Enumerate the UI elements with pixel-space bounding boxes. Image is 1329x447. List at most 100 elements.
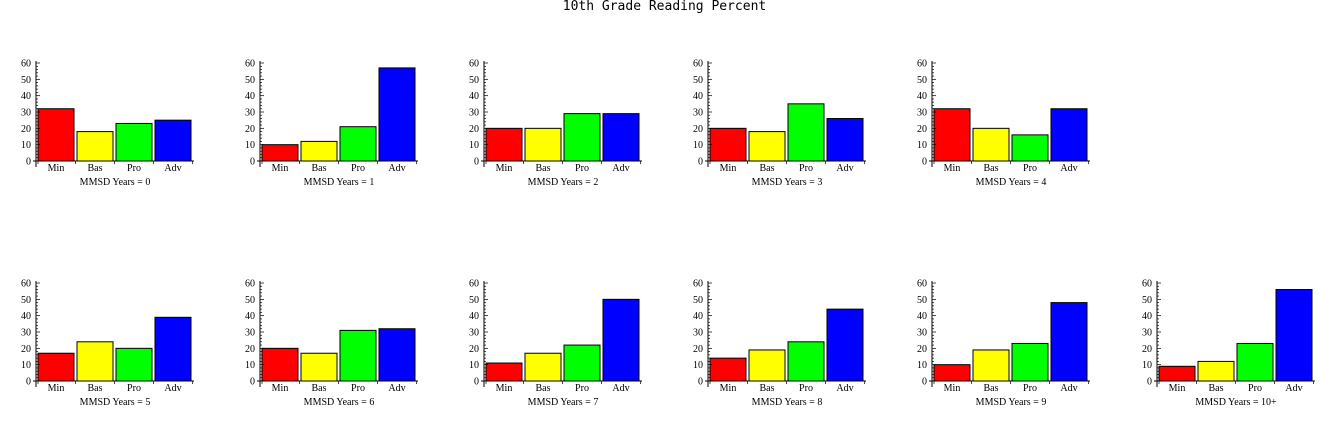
bar-adv (154, 316, 192, 382)
chart-panel-2: Min Bas Pro Adv 0 10 20 30 40 50 60 MMSD Years = 2 (469, 59, 642, 188)
category-label: Pro (799, 163, 813, 174)
category-label: Pro (351, 163, 365, 174)
category-label: Min (48, 163, 65, 174)
y-tick-label: 50 (917, 295, 927, 306)
category-label: Pro (575, 163, 589, 174)
bar-min (261, 347, 299, 382)
y-tick-label: 50 (469, 75, 479, 86)
chart-panel-5: Min Bas Pro Adv 0 10 20 30 40 50 60 MMSD Years = 5 (21, 279, 194, 408)
y-tick-label: 50 (245, 295, 255, 306)
bar-adv (826, 308, 864, 382)
x-axis-label: MMSD Years = 2 (528, 177, 599, 188)
y-tick-label: 10 (21, 360, 31, 371)
category-label: Adv (164, 383, 181, 394)
category-label: Min (720, 383, 737, 394)
category-label: Adv (164, 163, 181, 174)
y-tick-label: 0 (26, 377, 31, 388)
y-tick-label: 0 (698, 377, 703, 388)
bar-min (1158, 365, 1196, 382)
category-label: Bas (312, 383, 327, 394)
x-axis-label: MMSD Years = 6 (304, 397, 375, 408)
chart-panel-7: Min Bas Pro Adv 0 10 20 30 40 50 60 MMSD Years = 7 (469, 279, 642, 408)
category-label: Pro (127, 383, 141, 394)
category-label: Bas (88, 383, 103, 394)
x-axis-label: MMSD Years = 8 (752, 397, 823, 408)
y-tick-label: 20 (917, 344, 927, 355)
bar-adv (378, 67, 416, 162)
y-tick-label: 60 (917, 59, 927, 70)
bar-pro (339, 126, 377, 162)
y-tick-label: 40 (693, 91, 703, 102)
bar-adv (602, 298, 640, 382)
bar-min (37, 108, 75, 162)
y-tick-label: 40 (469, 311, 479, 322)
y-tick-label: 60 (245, 59, 255, 70)
chart-panel-0: Min Bas Pro Adv 0 10 20 30 40 50 60 MMSD Years = 0 (21, 59, 194, 188)
y-tick-label: 30 (917, 108, 927, 119)
page-title: 10th Grade Reading Percent (562, 0, 767, 14)
bar-min (709, 357, 747, 382)
bar-bas (748, 131, 786, 162)
bar-adv (602, 113, 640, 162)
y-tick-label: 0 (922, 377, 927, 388)
y-tick-label: 0 (26, 157, 31, 168)
bar-adv (1275, 289, 1313, 382)
category-label: Adv (1060, 163, 1077, 174)
chart-panel-6: Min Bas Pro Adv 0 10 20 30 40 50 60 MMSD Years = 6 (245, 279, 418, 408)
category-label: Min (48, 383, 65, 394)
y-tick-label: 40 (245, 311, 255, 322)
x-axis-label: MMSD Years = 1 (304, 177, 375, 188)
bar-min (485, 362, 523, 382)
bar-pro (1011, 342, 1049, 382)
category-label: Pro (1023, 383, 1037, 394)
bar-pro (787, 103, 825, 162)
y-tick-label: 20 (693, 344, 703, 355)
bar-pro (1236, 342, 1274, 382)
category-label: Bas (984, 163, 999, 174)
y-tick-label: 20 (469, 124, 479, 135)
category-label: Bas (760, 383, 775, 394)
category-label: Bas (536, 383, 551, 394)
y-tick-label: 20 (693, 124, 703, 135)
y-tick-label: 30 (693, 108, 703, 119)
x-axis-label: MMSD Years = 4 (976, 177, 1047, 188)
x-axis-label: MMSD Years = 0 (80, 177, 151, 188)
bar-bas (1197, 360, 1235, 382)
y-tick-label: 20 (469, 344, 479, 355)
x-axis-label: MMSD Years = 5 (80, 397, 151, 408)
bar-adv (1050, 108, 1088, 162)
category-label: Bas (760, 163, 775, 174)
bar-pro (563, 113, 601, 162)
category-label: Bas (536, 163, 551, 174)
category-label: Min (720, 163, 737, 174)
x-axis-label: MMSD Years = 9 (976, 397, 1047, 408)
y-tick-label: 40 (917, 311, 927, 322)
y-tick-label: 60 (693, 59, 703, 70)
y-tick-label: 0 (698, 157, 703, 168)
chart-panel-1: Min Bas Pro Adv 0 10 20 30 40 50 60 MMSD Years = 1 (245, 59, 418, 188)
y-tick-label: 30 (469, 328, 479, 339)
y-tick-label: 60 (917, 279, 927, 290)
y-tick-label: 50 (917, 75, 927, 86)
chart-panel-8: Min Bas Pro Adv 0 10 20 30 40 50 60 MMSD Years = 8 (693, 279, 866, 408)
chart-panel-10: Min Bas Pro Adv 0 10 20 30 40 50 60 MMSD Years = 10… (1142, 279, 1315, 408)
bar-pro (1011, 134, 1049, 162)
bar-adv (378, 328, 416, 382)
y-tick-label: 30 (693, 328, 703, 339)
bar-bas (972, 349, 1010, 382)
y-tick-label: 60 (1142, 279, 1152, 290)
y-tick-label: 20 (917, 124, 927, 135)
y-tick-label: 50 (245, 75, 255, 86)
y-tick-label: 10 (693, 140, 703, 151)
y-tick-label: 30 (1142, 328, 1152, 339)
y-tick-label: 30 (917, 328, 927, 339)
category-label: Pro (1023, 163, 1037, 174)
y-tick-label: 30 (21, 108, 31, 119)
bar-bas (76, 341, 114, 382)
y-tick-label: 60 (693, 279, 703, 290)
y-tick-label: 50 (693, 295, 703, 306)
bar-bas (524, 127, 562, 162)
category-label: Adv (1060, 383, 1077, 394)
bar-min (709, 127, 747, 162)
y-tick-label: 50 (21, 75, 31, 86)
